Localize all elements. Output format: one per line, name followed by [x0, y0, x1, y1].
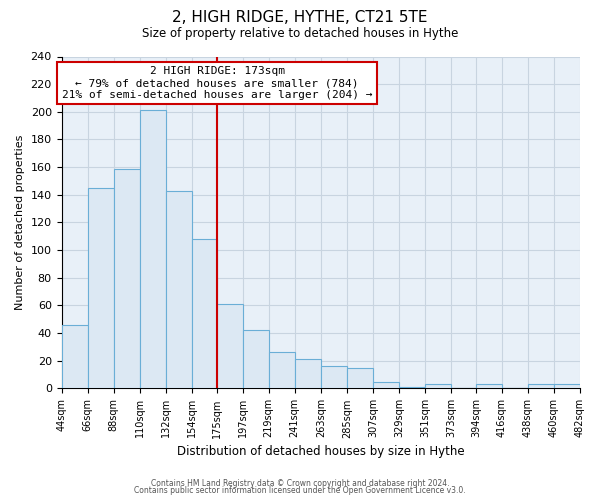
Bar — [269, 352, 295, 388]
Text: 2, HIGH RIDGE, HYTHE, CT21 5TE: 2, HIGH RIDGE, HYTHE, CT21 5TE — [172, 10, 428, 25]
X-axis label: Distribution of detached houses by size in Hythe: Distribution of detached houses by size … — [177, 444, 464, 458]
Bar — [242, 330, 269, 388]
Bar — [321, 366, 347, 388]
Bar — [217, 304, 242, 388]
Bar — [554, 384, 580, 388]
Bar — [88, 188, 113, 388]
Bar — [295, 360, 321, 388]
Bar — [62, 325, 88, 388]
Bar — [425, 384, 451, 388]
Bar — [373, 382, 399, 388]
Text: Size of property relative to detached houses in Hythe: Size of property relative to detached ho… — [142, 28, 458, 40]
Text: 2 HIGH RIDGE: 173sqm
← 79% of detached houses are smaller (784)
21% of semi-deta: 2 HIGH RIDGE: 173sqm ← 79% of detached h… — [62, 66, 373, 100]
Bar — [528, 384, 554, 388]
Bar — [476, 384, 502, 388]
Text: Contains public sector information licensed under the Open Government Licence v3: Contains public sector information licen… — [134, 486, 466, 495]
Bar — [140, 110, 166, 388]
Y-axis label: Number of detached properties: Number of detached properties — [15, 135, 25, 310]
Bar — [192, 239, 217, 388]
Bar — [399, 387, 425, 388]
Bar — [113, 168, 140, 388]
Bar — [347, 368, 373, 388]
Text: Contains HM Land Registry data © Crown copyright and database right 2024.: Contains HM Land Registry data © Crown c… — [151, 478, 449, 488]
Bar — [166, 190, 192, 388]
